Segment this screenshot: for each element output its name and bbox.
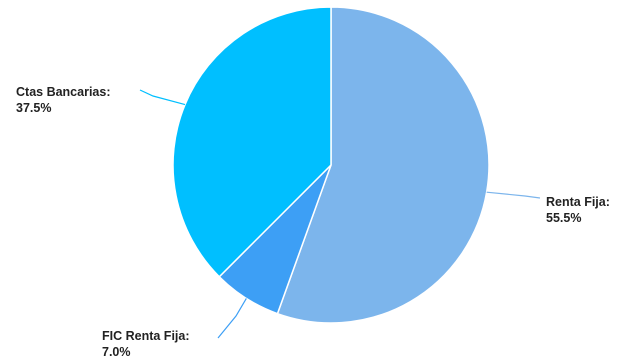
- leader-line-3: [139, 89, 186, 106]
- slice-label-3: Ctas Bancarias: 37.5%: [16, 85, 111, 115]
- pie-slice-1[interactable]: [276, 6, 490, 324]
- slice-label-2: FIC Renta Fija: 7.0%: [102, 329, 190, 359]
- slice-label-1: Renta Fija: 55.5%: [546, 195, 610, 225]
- pie-slice-3[interactable]: [172, 6, 332, 278]
- leader-lines: [139, 89, 541, 339]
- leader-line-1: [486, 191, 541, 199]
- slice-label-value: 37.5%: [16, 101, 51, 115]
- slice-labels: Renta Fija: 55.5% FIC Renta Fija: 7.0% Ctas …: [16, 85, 610, 359]
- slice-label-name: FIC Renta Fija:: [102, 329, 190, 343]
- slice-label-name: Renta Fija:: [546, 195, 610, 209]
- slice-label-name: Ctas Bancarias:: [16, 85, 111, 99]
- slice-label-value: 55.5%: [546, 211, 581, 225]
- leader-line-2: [217, 298, 247, 339]
- pie-slices: [172, 6, 490, 324]
- slice-label-value: 7.0%: [102, 345, 131, 359]
